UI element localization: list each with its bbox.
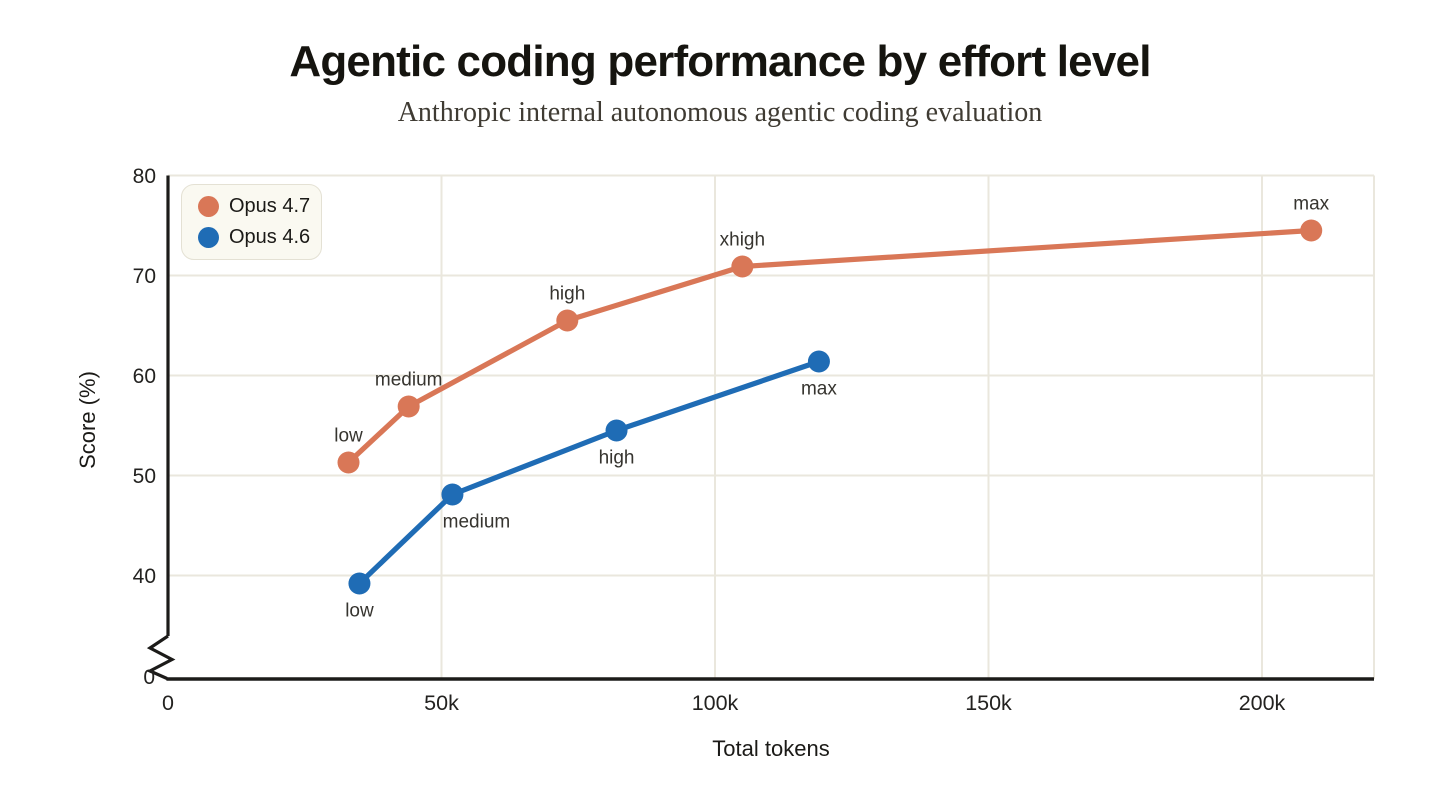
legend-label-opus-4-7: Opus 4.7 bbox=[229, 195, 311, 217]
y-origin-label: 0 bbox=[143, 666, 155, 689]
data-point bbox=[1300, 219, 1323, 242]
x-axis-title: Total tokens bbox=[712, 736, 830, 761]
chart-title: Agentic coding performance by effort lev… bbox=[289, 37, 1151, 86]
y-tick-label: 60 bbox=[133, 365, 156, 388]
x-tick-label: 50k bbox=[424, 691, 459, 715]
point-label: high bbox=[549, 284, 585, 305]
point-label: high bbox=[599, 448, 635, 469]
y-tick-label: 70 bbox=[133, 265, 156, 288]
y-tick-label: 50 bbox=[133, 465, 156, 488]
point-label: max bbox=[801, 379, 837, 400]
point-label: medium bbox=[375, 370, 443, 391]
data-point bbox=[348, 572, 371, 595]
legend: Opus 4.7 Opus 4.6 bbox=[181, 184, 322, 260]
data-point bbox=[731, 255, 754, 278]
data-point bbox=[605, 419, 628, 442]
point-label: xhigh bbox=[720, 230, 765, 251]
data-point bbox=[441, 483, 464, 506]
x-tick-label: 200k bbox=[1239, 691, 1286, 715]
x-tick-label: 100k bbox=[692, 691, 739, 715]
point-label: medium bbox=[443, 512, 511, 533]
point-label: max bbox=[1293, 194, 1329, 215]
chart-subtitle: Anthropic internal autonomous agentic co… bbox=[397, 97, 1043, 128]
data-point bbox=[337, 451, 360, 474]
y-tick-label: 40 bbox=[133, 565, 156, 588]
y-axis-title: Score (%) bbox=[75, 371, 100, 469]
legend-swatch-opus-4-6-icon bbox=[198, 227, 219, 248]
y-axis-break-icon bbox=[146, 634, 176, 680]
point-label: low bbox=[334, 426, 363, 447]
x-tick-label: 150k bbox=[965, 691, 1012, 715]
data-point bbox=[807, 350, 830, 373]
legend-label-opus-4-6: Opus 4.6 bbox=[229, 226, 311, 248]
point-label: low bbox=[345, 601, 374, 622]
legend-item-opus-4-6: Opus 4.6 bbox=[198, 226, 321, 249]
series-line bbox=[356, 358, 822, 587]
legend-swatch-opus-4-7-icon bbox=[198, 196, 219, 217]
data-point bbox=[556, 309, 579, 332]
legend-item-opus-4-7: Opus 4.7 bbox=[198, 195, 321, 218]
y-tick-label: 80 bbox=[133, 165, 156, 188]
data-point bbox=[397, 395, 420, 418]
series-line bbox=[345, 227, 1314, 466]
x-tick-label: 0 bbox=[162, 691, 174, 715]
